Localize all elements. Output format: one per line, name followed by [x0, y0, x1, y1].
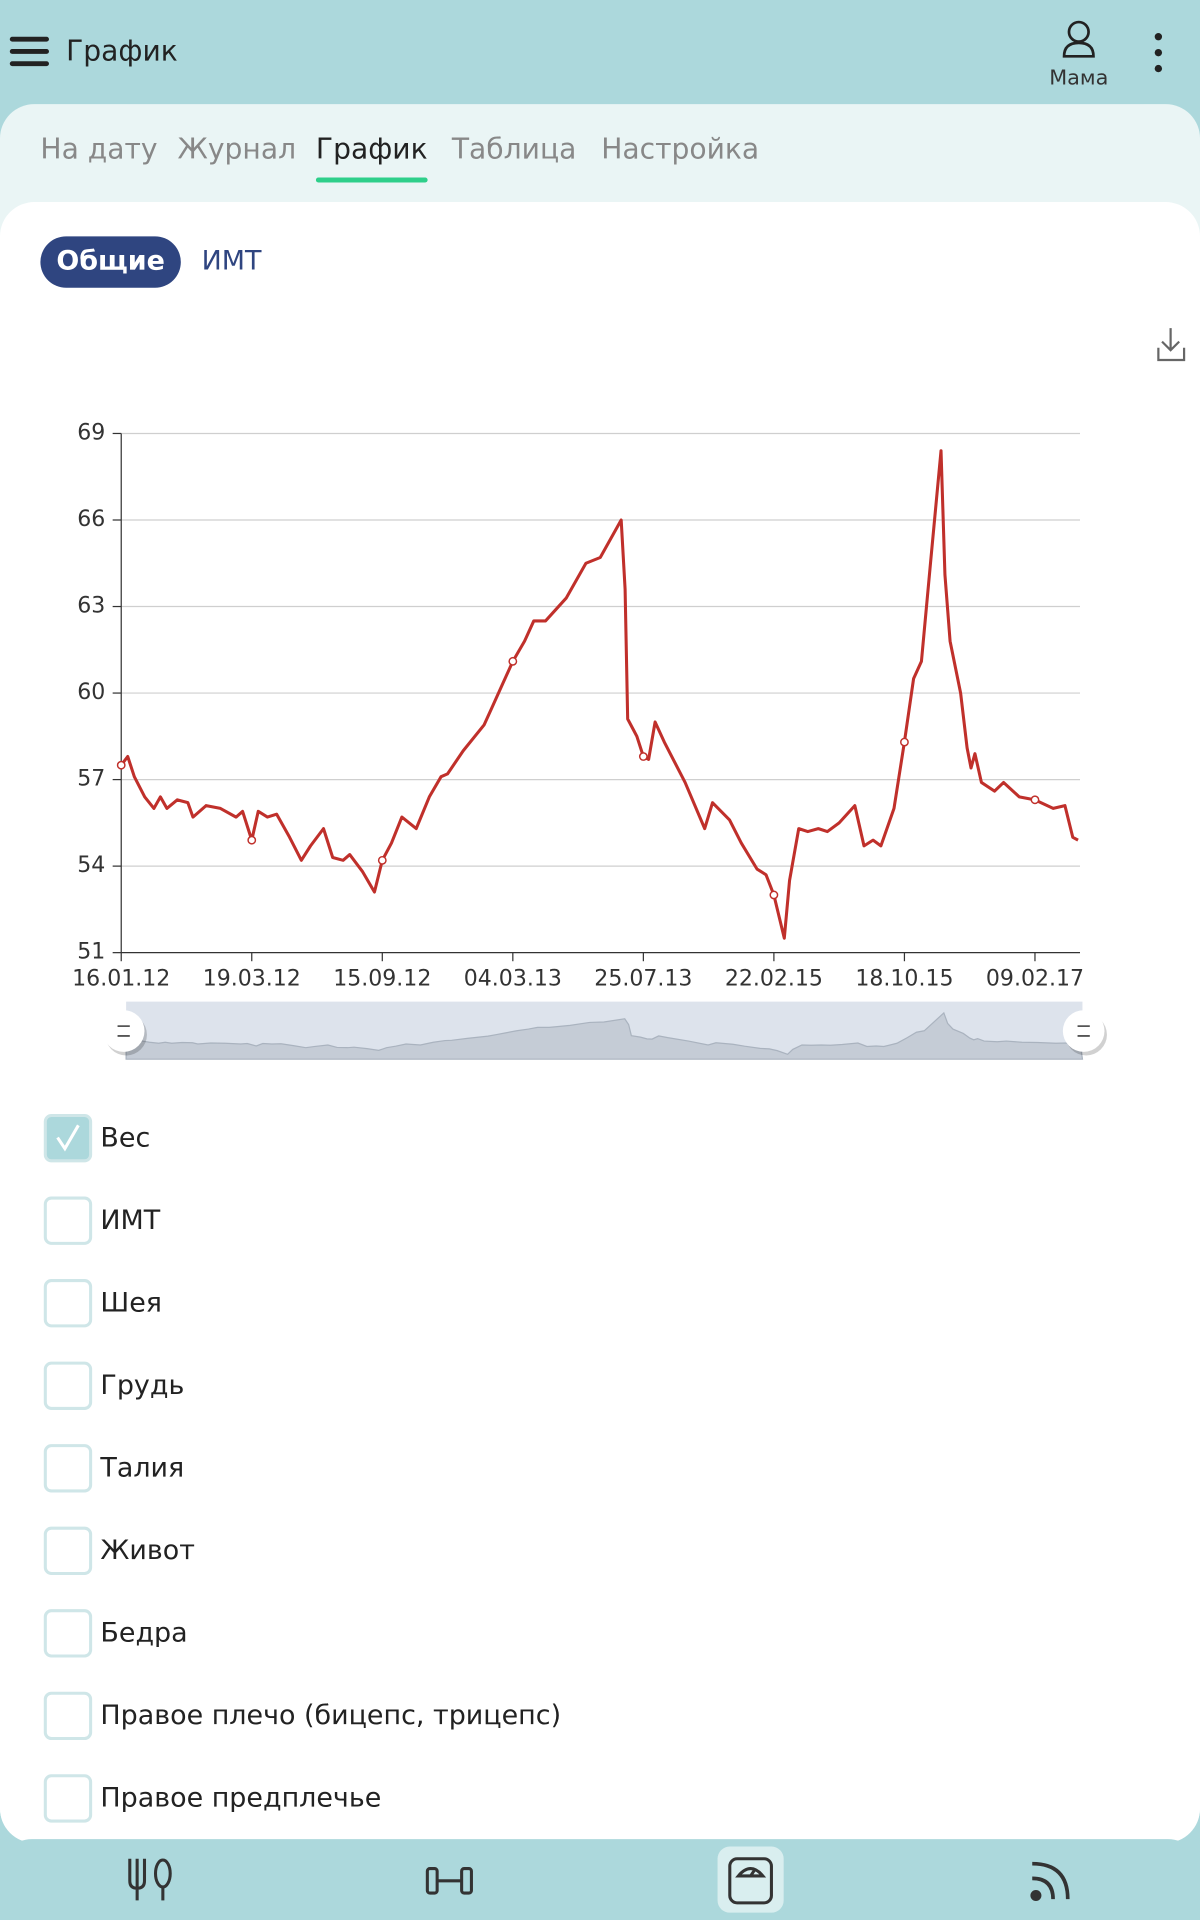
checkbox-row[interactable]: Бедра: [43, 1609, 188, 1658]
checkbox-label: ИМТ: [100, 1205, 160, 1236]
checkbox-row[interactable]: Шея: [43, 1279, 162, 1328]
x-tick-label: 04.03.13: [464, 967, 562, 992]
profile-button[interactable]: Мама: [1049, 20, 1108, 89]
profile-label: Мама: [1049, 65, 1108, 89]
checkbox-row[interactable]: Правое предплечье: [43, 1774, 381, 1823]
point: [508, 656, 518, 666]
checkbox-row[interactable]: Вес: [43, 1113, 150, 1163]
checkbox-label: Правое предплечье: [100, 1783, 381, 1814]
point: [638, 752, 648, 761]
zoom-handle[interactable]: [102, 1010, 147, 1056]
x-tick-label: 22.02.15: [725, 967, 823, 992]
checkbox-label: Правое плечо (бицепс, трицепс): [100, 1700, 561, 1731]
download-button[interactable]: [1157, 328, 1186, 362]
checkbox-label: Вес: [100, 1122, 150, 1153]
checkbox: [43, 1113, 93, 1163]
point: [900, 737, 909, 747]
tab[interactable]: Настройка: [601, 133, 759, 166]
tab[interactable]: Журнал: [178, 133, 297, 166]
nav-feed[interactable]: [1030, 1861, 1070, 1902]
point: [769, 890, 779, 900]
bottom-nav: [0, 1839, 1200, 1920]
point: [247, 835, 257, 845]
nav-workout[interactable]: [425, 1867, 473, 1895]
checkbox-row[interactable]: Живот: [43, 1526, 195, 1575]
checkbox-label: Талия: [99, 1452, 184, 1483]
x-tick-label: 19.03.12: [203, 967, 301, 992]
checkbox: [43, 1774, 93, 1823]
tab-indicator: [315, 177, 428, 183]
checkbox: [43, 1361, 93, 1410]
x-tick-label: 25.07.13: [594, 967, 692, 992]
handle-grip: [117, 1025, 130, 1037]
tab[interactable]: График: [316, 133, 428, 166]
checkmark: [56, 1124, 80, 1152]
checkbox: [43, 1691, 93, 1741]
y-tick-label: 66: [77, 507, 105, 532]
y-tick-label: 69: [77, 420, 105, 445]
subtab-pill: [40, 236, 181, 288]
nav-scale-active[interactable]: [717, 1846, 784, 1913]
checkbox-row[interactable]: ИМТ: [43, 1196, 161, 1245]
y-tick-label: 54: [77, 853, 105, 878]
checkbox-row[interactable]: Правое плечо (бицепс, трицепс): [43, 1691, 561, 1741]
nav-food[interactable]: [128, 1858, 172, 1901]
y-tick-label: 57: [77, 767, 105, 792]
subtab[interactable]: Общие: [40, 236, 181, 288]
x-tick-label: 15.09.12: [333, 967, 431, 992]
y-tick-label: 63: [77, 594, 105, 619]
checkbox-row[interactable]: Талия: [43, 1444, 184, 1493]
point: [1030, 795, 1040, 805]
nav-scale: [728, 1857, 773, 1905]
checkbox-label: Живот: [100, 1535, 195, 1566]
point: [116, 760, 126, 770]
subtab-label: ИМТ: [202, 246, 262, 277]
handle: [1062, 1010, 1105, 1052]
subtab[interactable]: ИМТ: [202, 246, 262, 277]
checkbox: [43, 1526, 93, 1575]
zoom-handle[interactable]: [1062, 1010, 1107, 1056]
app-title: График: [66, 35, 178, 68]
checkbox: [43, 1609, 93, 1658]
checkbox-row[interactable]: Грудь: [43, 1361, 184, 1410]
menu-button[interactable]: [9, 36, 49, 67]
more-button[interactable]: [1154, 33, 1163, 73]
checkbox-label: Бедра: [100, 1617, 187, 1648]
handle: [102, 1010, 145, 1052]
checkbox: [43, 1196, 93, 1245]
checkbox-label: Шея: [100, 1287, 162, 1318]
subtab-label: Общие: [56, 246, 165, 277]
checkbox-label: Грудь: [100, 1370, 184, 1401]
x-tick-label: 16.01.12: [72, 967, 170, 992]
y-tick-label: 60: [77, 680, 105, 705]
line: [119, 449, 1079, 940]
checkbox: [43, 1444, 93, 1493]
x-tick-label: 09.02.17: [986, 967, 1084, 992]
tab[interactable]: На дату: [40, 133, 157, 166]
y-tick-label: 51: [77, 940, 105, 965]
x-tick-label: 18.10.15: [855, 967, 953, 992]
overview-area: [125, 1011, 1084, 1060]
handle-grip: [1077, 1025, 1090, 1037]
tab[interactable]: Таблица: [451, 133, 577, 166]
point: [377, 855, 387, 865]
checkbox: [43, 1279, 93, 1328]
